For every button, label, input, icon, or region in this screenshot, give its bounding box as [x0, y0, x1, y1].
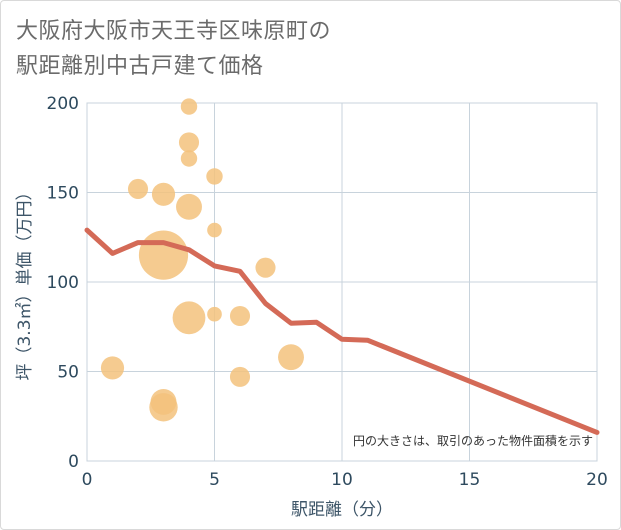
- bubble-point: [151, 182, 176, 206]
- y-axis-label: 坪（3.3㎡）単価（万円）: [15, 183, 35, 380]
- grid-lines: [86, 102, 598, 462]
- x-tick-label: 5: [209, 470, 220, 490]
- bubble-point: [178, 132, 200, 153]
- bubble-point: [127, 178, 149, 199]
- x-axis-label: 駅距離（分）: [291, 500, 393, 520]
- bubble-point: [100, 356, 125, 380]
- bubble-point: [176, 193, 202, 220]
- x-tick-label: 20: [586, 470, 608, 490]
- trend-line: [84, 227, 600, 435]
- bubble-point: [180, 150, 198, 167]
- y-tick-label: 50: [57, 363, 79, 383]
- y-tick-label: 0: [68, 452, 79, 472]
- size-note: 円の大きさは、取引のあった物件面積を示す: [353, 433, 593, 448]
- bubble-point: [255, 257, 276, 278]
- trend-series: [84, 227, 600, 435]
- bubble-point: [206, 168, 223, 185]
- y-tick-label: 150: [47, 184, 79, 204]
- chart-title: 大阪府大阪市天王寺区味原町の 駅距離別中古戸建て価格: [16, 14, 606, 84]
- bubble-point: [207, 306, 222, 322]
- bubble-point: [207, 222, 222, 238]
- x-tick-label: 15: [459, 470, 481, 490]
- bubble-point: [278, 344, 304, 371]
- bubble-point: [229, 305, 251, 327]
- bubble-series: [100, 98, 304, 422]
- chart-title-line1: 大阪府大阪市天王寺区味原町の: [16, 19, 332, 44]
- x-tick-label: 10: [331, 470, 353, 490]
- bubble-point: [138, 230, 189, 280]
- y-tick-label: 200: [47, 94, 79, 114]
- bubble-point: [180, 98, 198, 115]
- x-tick-label: 0: [82, 470, 93, 490]
- chart-title-line2: 駅距離別中古戸建て価格: [16, 54, 264, 79]
- bubble-point: [149, 393, 178, 422]
- bubble-point: [172, 301, 206, 335]
- y-tick-label: 100: [47, 273, 79, 293]
- bubble-point: [229, 366, 251, 387]
